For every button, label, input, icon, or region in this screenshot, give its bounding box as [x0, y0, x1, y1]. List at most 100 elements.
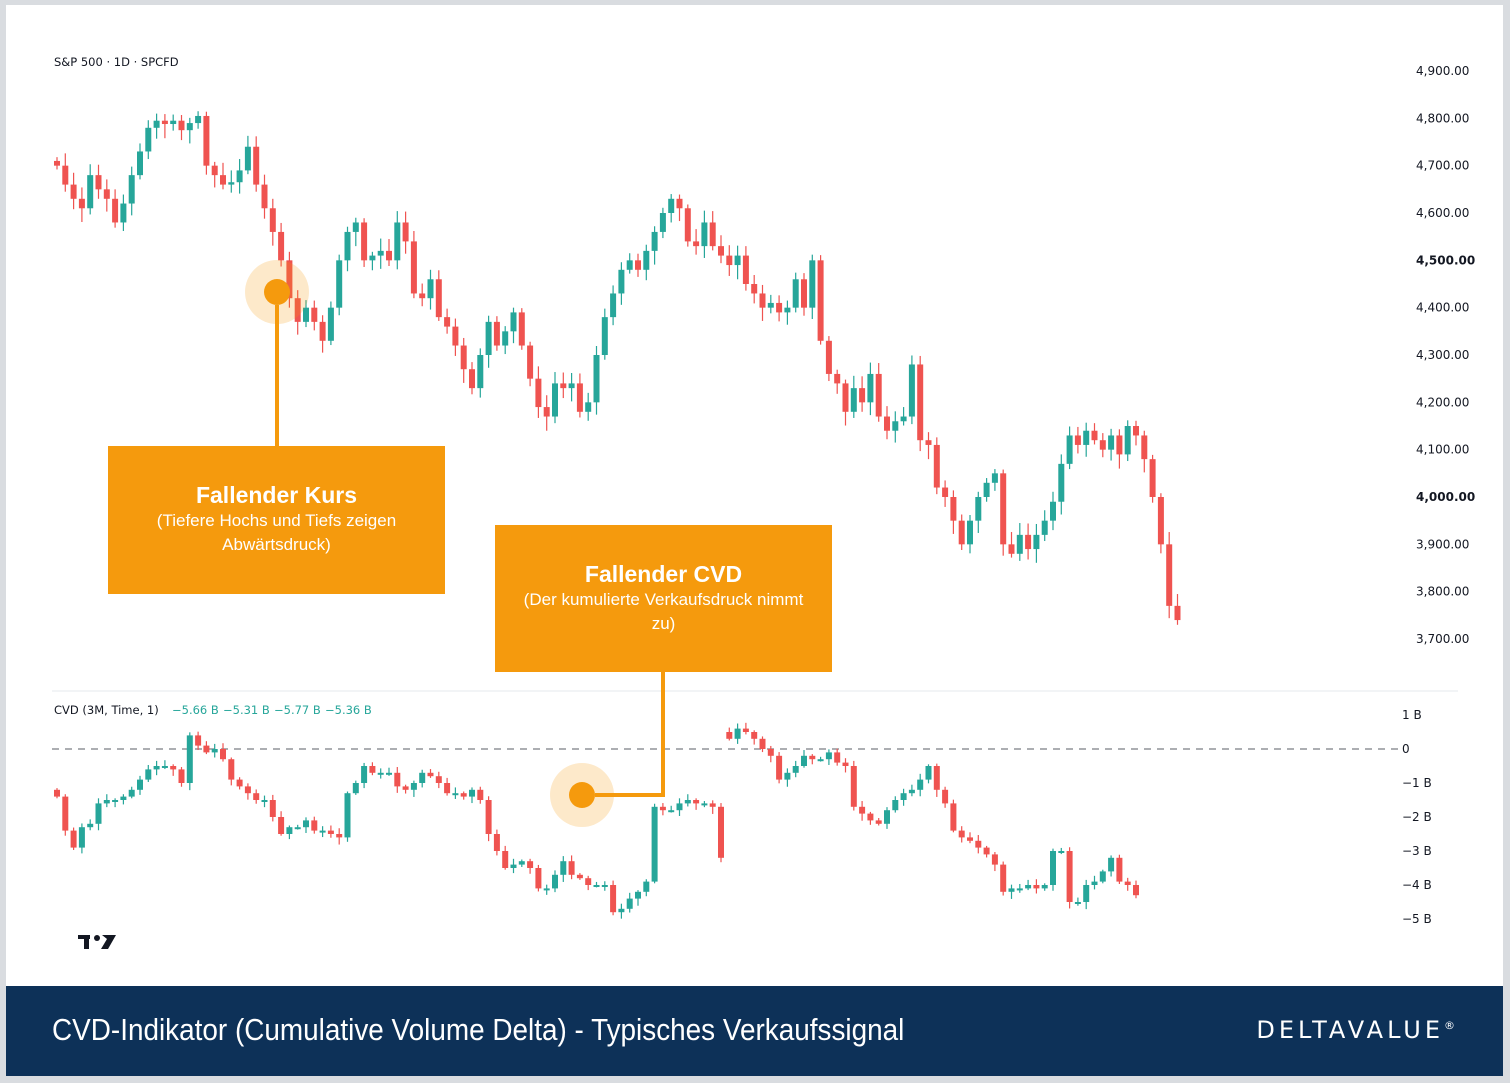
cvd-candle: [269, 794, 276, 822]
price-candle: [933, 437, 940, 495]
price-candle: [493, 316, 500, 351]
cvd-candle: [78, 823, 85, 854]
cvd-legend-value-3: −5.77 B: [274, 703, 321, 717]
price-candle: [128, 166, 135, 216]
price-axis-tick: 4,700.00: [1416, 159, 1469, 173]
brand-name: DELTAVALUE: [1256, 1016, 1444, 1044]
price-candle: [892, 411, 899, 443]
price-candle: [983, 478, 990, 502]
price-candle: [361, 218, 368, 267]
price-candle: [867, 362, 874, 416]
cvd-axis-tick: −3 B: [1402, 844, 1432, 858]
cvd-candle: [726, 727, 733, 741]
price-candle: [527, 341, 534, 387]
price-candle: [1116, 429, 1123, 469]
price-candle: [137, 143, 143, 180]
price-candle: [294, 290, 301, 335]
price-candle: [1000, 469, 1007, 556]
price-candle: [54, 157, 60, 170]
cvd-candle: [120, 794, 127, 805]
price-marker-dot: [264, 279, 290, 305]
price-candle: [560, 372, 567, 399]
price-candle: [568, 372, 575, 402]
price-candle: [884, 406, 890, 440]
price-candle: [693, 229, 700, 255]
price-candle: [967, 514, 973, 554]
cvd-marker-dot: [569, 782, 595, 808]
chart-canvas: 4,900.00 4,800.00 4,700.00 4,600.00 4,500.00…: [52, 55, 1475, 949]
price-candle: [485, 315, 492, 368]
cvd-candle: [676, 798, 683, 816]
price-candle: [1083, 422, 1090, 457]
price-candle: [1099, 433, 1106, 458]
price-candle: [1108, 428, 1115, 461]
cvd-callout-subtitle: (Der kumulierte Verkaufsdruck nimmt zu): [523, 590, 804, 633]
price-candle: [394, 211, 401, 270]
price-axis-tick: 3,800.00: [1416, 585, 1469, 599]
cvd-candle: [693, 798, 700, 810]
price-candle: [958, 514, 965, 551]
cvd-candle: [543, 884, 550, 895]
cvd-legend: CVD (3M, Time, 1) −5.66 B −5.31 B −5.77 …: [54, 703, 372, 717]
cvd-candle: [834, 748, 841, 766]
cvd-connector-line: [595, 672, 665, 797]
cvd-candle: [402, 784, 409, 794]
cvd-candle: [784, 768, 791, 787]
price-candle: [859, 376, 866, 412]
price-axis: 4,900.00 4,800.00 4,700.00 4,600.00 4,500.00…: [1416, 64, 1475, 646]
cvd-candle: [618, 903, 625, 919]
price-candle: [211, 161, 218, 188]
cvd-candle: [70, 827, 77, 850]
price-candle: [801, 273, 807, 316]
cvd-candle: [1058, 847, 1065, 855]
cvd-candle: [336, 828, 343, 845]
cvd-candle: [759, 736, 766, 753]
price-candle: [759, 284, 766, 321]
cvd-candle: [908, 784, 915, 797]
price-candle: [518, 308, 525, 350]
cvd-axis-tick: −1 B: [1402, 776, 1432, 790]
price-candle: [1074, 426, 1081, 454]
price-candle: [718, 235, 724, 264]
price-axis-tick: 4,300.00: [1416, 348, 1469, 362]
price-candle: [1174, 594, 1181, 625]
price-candle: [659, 207, 666, 239]
cvd-candle: [1091, 875, 1098, 890]
cvd-candle: [178, 767, 185, 787]
cvd-candle: [593, 881, 600, 888]
price-candle: [875, 363, 882, 422]
cvd-candle: [294, 824, 301, 830]
cvd-candle: [419, 769, 426, 788]
cvd-candle: [842, 758, 849, 773]
cvd-candle: [900, 788, 907, 806]
price-candle: [709, 211, 716, 251]
cvd-callout-title: Fallender CVD: [584, 561, 743, 587]
cvd-candle: [767, 745, 774, 763]
cvd-candle: [1133, 880, 1139, 899]
price-axis-tick: 4,400.00: [1416, 301, 1469, 315]
cvd-candle: [825, 749, 832, 765]
cvd-axis: 1 B 0 −1 B −2 B −3 B −4 B −5 B: [1402, 708, 1432, 926]
price-candle: [543, 395, 550, 431]
price-candle: [734, 245, 741, 280]
price-candle: [303, 300, 309, 328]
cvd-candle: [435, 771, 442, 789]
cvd-candle: [552, 870, 558, 893]
price-candle: [610, 285, 617, 326]
cvd-candle: [933, 763, 940, 797]
price-candle: [286, 251, 293, 308]
price-callout-subtitle: (Tiefere Hochs und Tiefs zeigen Abwärtsd…: [156, 511, 397, 554]
cvd-candle: [87, 819, 94, 831]
price-candle: [161, 114, 168, 139]
price-candle: [593, 346, 600, 415]
price-candle: [552, 372, 558, 424]
price-candle: [742, 246, 749, 291]
cvd-candle: [576, 873, 583, 880]
price-axis-tick: 3,700.00: [1416, 632, 1469, 646]
price-candle: [950, 490, 957, 534]
cvd-candle: [801, 750, 807, 768]
price-candle: [834, 369, 841, 394]
price-axis-tick: 3,900.00: [1416, 537, 1469, 551]
price-candle: [220, 162, 226, 190]
cvd-candle: [103, 794, 110, 808]
